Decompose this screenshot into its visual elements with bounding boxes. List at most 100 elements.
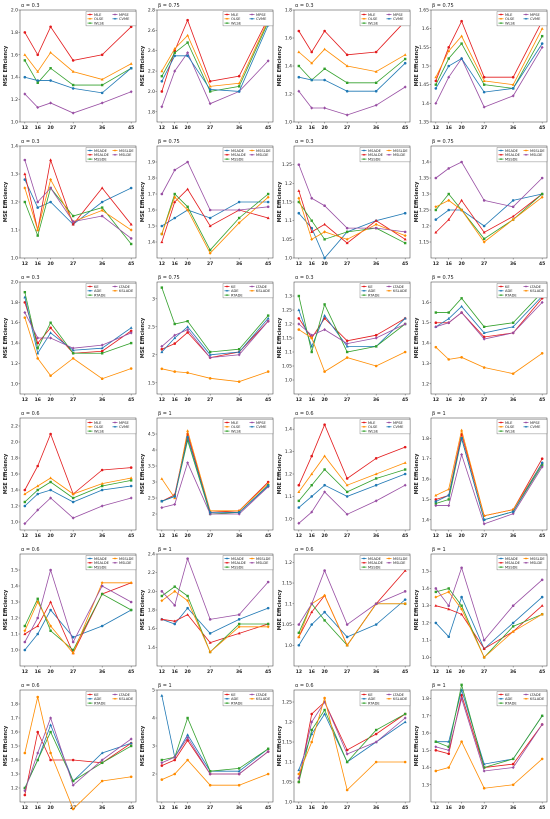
data-point-ke — [345, 748, 349, 752]
x-tick-label: 45 — [402, 125, 408, 131]
y-tick-label: 1.4 — [422, 160, 429, 166]
series-line-olse — [298, 455, 406, 493]
legend-box — [496, 691, 548, 707]
data-point-kslade — [460, 740, 463, 743]
x-tick-label: 16 — [446, 533, 452, 539]
legend-marker — [363, 561, 365, 564]
x-tick-label: 36 — [510, 533, 516, 539]
legend-box — [496, 555, 548, 571]
data-point-mslde — [374, 602, 378, 606]
series-line-mpse — [298, 86, 406, 116]
data-point-ke — [36, 730, 40, 734]
data-point-rtade — [434, 311, 438, 314]
y-tick-label: 3 — [152, 296, 155, 302]
data-point-kslade — [434, 345, 438, 349]
y-tick-label: 1.1 — [285, 601, 292, 607]
data-point-msslde — [23, 186, 27, 190]
data-point-mssde — [186, 205, 189, 208]
x-tick-label: 20 — [47, 805, 53, 811]
data-point-rtade — [482, 325, 486, 328]
legend-label: MSSDE — [505, 157, 518, 161]
y-tick-label: 1.0 — [11, 120, 18, 126]
y-tick-label: 1.0 — [285, 516, 292, 522]
data-point-ade — [49, 331, 53, 335]
data-point-kslade — [540, 351, 544, 355]
y-tick-label: 1.25 — [282, 308, 292, 314]
data-point-msslde — [323, 230, 327, 234]
data-point-ade — [173, 336, 177, 340]
data-point-msslde — [310, 237, 314, 241]
data-point-msade — [403, 211, 407, 215]
chart-panel-24: β = 1 MRE Efficiency 1.3 1.4 1.5 1.6 1.7 1.8 12 1… — [414, 683, 548, 811]
x-tick-label: 45 — [402, 397, 408, 403]
data-point-msade — [297, 211, 301, 215]
data-point-kslade — [310, 740, 314, 744]
data-point-msalde — [100, 186, 104, 190]
data-point-olse — [23, 53, 27, 56]
y-tick-label: 1.5 — [148, 224, 155, 230]
x-tick-label: 20 — [458, 125, 464, 131]
chart-panel-21: α = 0.6 MSE Efficiency 1.2 1.3 1.4 1.5 1.6 1.7 1… — [3, 683, 137, 811]
data-point-mslde — [36, 616, 40, 620]
x-tick-label: 20 — [458, 397, 464, 403]
data-point-msslde — [160, 232, 164, 236]
legend-label: MSSDE — [94, 157, 107, 161]
x-tick-label: 45 — [539, 669, 545, 675]
data-point-ke — [447, 752, 451, 756]
y-tick-label: 1.3 — [285, 294, 292, 300]
data-point-mssde — [460, 604, 463, 607]
data-point-wlse — [237, 85, 241, 88]
data-point-mslde — [434, 587, 438, 590]
data-point-mpse — [310, 106, 314, 110]
x-tick-label: 16 — [172, 261, 178, 267]
chart-title: α = 0.3 — [295, 3, 314, 9]
chart-panel-5: α = 0.3 MSE Efficiency 1.0 1.1 1.2 1.3 1.4 12 16… — [3, 139, 137, 267]
legend-label: MLE — [231, 13, 239, 17]
y-tick-label: 1.6 — [11, 472, 18, 478]
x-tick-label: 16 — [35, 397, 41, 403]
legend-marker — [500, 561, 502, 564]
series-line-olse — [161, 20, 269, 87]
x-tick-label: 20 — [321, 805, 327, 811]
data-point-mslde — [100, 584, 104, 588]
x-tick-label: 45 — [265, 125, 271, 131]
legend-marker — [363, 153, 365, 156]
chart-panel-1: α = 0.3 MSE Efficiency 1.0 1.2 1.4 1.6 1.8 2.0 1… — [3, 3, 137, 131]
y-tick-label: 1.7 — [11, 716, 18, 722]
data-point-mslde — [345, 226, 349, 230]
legend-label: CVME — [530, 425, 541, 429]
data-point-olse — [374, 472, 378, 476]
chart-title: β = 0.75 — [432, 275, 454, 281]
x-tick-label: 27 — [70, 669, 76, 675]
y-tick-label: 1.0 — [11, 381, 18, 387]
legend-marker — [89, 430, 91, 432]
legend-label: MSALDE — [231, 561, 247, 565]
legend-label: ADE — [368, 697, 376, 701]
legend-marker — [525, 425, 527, 428]
legend-label: ADE — [94, 289, 102, 293]
series-line-mssde — [435, 588, 543, 659]
legend-marker — [251, 289, 253, 292]
data-point-msade — [434, 621, 438, 625]
chart-title: α = 0.6 — [21, 683, 40, 689]
data-point-cvme — [323, 483, 326, 487]
data-point-kslade — [160, 778, 164, 781]
data-point-cvme — [297, 506, 301, 509]
x-tick-label: 20 — [184, 533, 190, 539]
chart-panel-8: β = 0.75 MRE Efficiency 1.15 1.2 1.25 1.3 1.35… — [414, 139, 548, 267]
data-point-mslde — [540, 176, 544, 180]
data-point-rtade — [208, 350, 212, 354]
series-line-msslde — [435, 196, 543, 243]
x-tick-label: 16 — [172, 533, 178, 539]
legend-marker — [388, 561, 390, 564]
plot-frame — [430, 145, 548, 259]
legend-marker — [89, 421, 91, 424]
series-line-wlse — [298, 58, 406, 84]
data-point-mpse — [100, 101, 104, 105]
legend-box — [359, 691, 411, 707]
data-point-wlse — [160, 74, 164, 78]
legend-label: CVME — [119, 17, 130, 21]
y-tick-label: 1.5 — [11, 568, 18, 574]
data-point-msslde — [482, 240, 486, 244]
x-tick-label: 36 — [236, 261, 242, 267]
